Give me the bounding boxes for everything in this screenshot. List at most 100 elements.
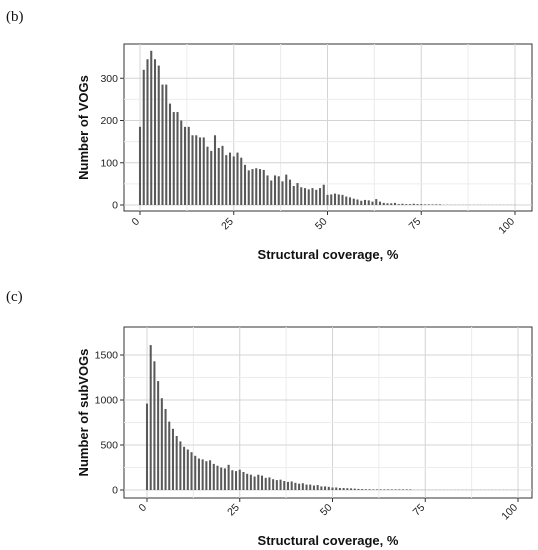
bar bbox=[390, 203, 393, 205]
bar bbox=[165, 84, 168, 205]
bar bbox=[439, 489, 442, 490]
bar bbox=[357, 488, 360, 490]
bar bbox=[424, 489, 427, 490]
y-axis-title: Number of subVOGs bbox=[76, 349, 91, 477]
y-axis-title: Number of VOGs bbox=[76, 75, 91, 180]
bar bbox=[372, 489, 375, 490]
bar bbox=[352, 198, 355, 205]
bar bbox=[220, 467, 223, 490]
bar bbox=[348, 197, 352, 205]
bar bbox=[324, 486, 327, 490]
bar bbox=[175, 436, 178, 490]
bar bbox=[337, 194, 340, 205]
bar bbox=[442, 489, 445, 490]
bar bbox=[364, 489, 367, 490]
bar bbox=[513, 489, 516, 490]
bar bbox=[386, 203, 389, 205]
bar bbox=[183, 446, 186, 490]
bar bbox=[356, 199, 359, 205]
bar bbox=[243, 164, 247, 205]
bar bbox=[472, 204, 475, 205]
bar bbox=[273, 175, 277, 205]
bar bbox=[367, 200, 370, 205]
x-tick-label: 25 bbox=[219, 216, 236, 233]
bar bbox=[157, 65, 160, 205]
bar bbox=[438, 204, 442, 205]
bar bbox=[246, 473, 249, 490]
bar bbox=[342, 488, 345, 490]
bar bbox=[270, 180, 273, 205]
bar bbox=[383, 489, 386, 490]
bar bbox=[210, 150, 213, 205]
bar bbox=[483, 489, 486, 490]
bar bbox=[225, 155, 228, 205]
x-tick-label: 100 bbox=[496, 216, 517, 237]
bar bbox=[346, 488, 349, 490]
y-tick-label: 300 bbox=[100, 73, 118, 85]
bar bbox=[316, 485, 319, 490]
bar bbox=[318, 188, 322, 205]
bar bbox=[279, 479, 282, 490]
bar bbox=[315, 189, 318, 205]
bar bbox=[176, 112, 179, 205]
y-tick-label: 100 bbox=[100, 157, 118, 169]
bar bbox=[390, 489, 393, 490]
bar bbox=[202, 137, 205, 205]
x-tick-label: 0 bbox=[130, 216, 143, 229]
bar bbox=[277, 176, 280, 205]
bar bbox=[268, 477, 271, 490]
bar bbox=[198, 137, 202, 205]
bar bbox=[227, 464, 230, 490]
chart-panel-0: (b) 0 25 50 75 100 0 100 200 300 Structural covera… bbox=[6, 9, 533, 262]
bar bbox=[457, 489, 460, 490]
bar bbox=[405, 489, 408, 490]
bar bbox=[190, 452, 193, 490]
bar bbox=[341, 194, 344, 205]
bar bbox=[382, 202, 385, 205]
bar bbox=[145, 403, 149, 490]
x-tick-label: 75 bbox=[407, 216, 424, 233]
bar bbox=[495, 204, 498, 205]
bar bbox=[307, 189, 310, 205]
bar bbox=[338, 488, 341, 490]
bar bbox=[363, 199, 367, 205]
plot-area bbox=[123, 326, 533, 499]
bar bbox=[465, 489, 468, 490]
bar bbox=[446, 489, 449, 490]
bar bbox=[249, 474, 252, 490]
bar bbox=[168, 421, 171, 490]
bar bbox=[476, 204, 479, 205]
bar bbox=[461, 489, 464, 490]
bar bbox=[361, 489, 364, 490]
bar bbox=[479, 489, 482, 490]
y-tick-label: 1000 bbox=[95, 395, 119, 407]
bar bbox=[275, 480, 278, 490]
bar bbox=[168, 103, 172, 205]
bar bbox=[442, 204, 445, 205]
bar bbox=[283, 481, 286, 490]
bar bbox=[223, 468, 226, 490]
bar bbox=[394, 489, 397, 490]
bar bbox=[413, 489, 416, 490]
bar bbox=[461, 204, 464, 205]
y-tick-label: 200 bbox=[100, 115, 118, 127]
bar bbox=[498, 489, 501, 490]
bar bbox=[416, 204, 419, 205]
bar bbox=[375, 489, 379, 490]
bar bbox=[300, 187, 303, 205]
bar bbox=[264, 477, 267, 490]
bar bbox=[420, 204, 423, 205]
bar bbox=[408, 204, 412, 205]
bar bbox=[322, 184, 325, 205]
bar bbox=[240, 157, 243, 205]
bar bbox=[506, 204, 509, 205]
bar bbox=[232, 156, 235, 205]
bar bbox=[161, 84, 164, 205]
bar bbox=[398, 489, 401, 490]
bar bbox=[150, 50, 153, 205]
bar bbox=[393, 202, 397, 205]
bar bbox=[487, 489, 490, 490]
bar bbox=[172, 112, 175, 205]
bar bbox=[494, 489, 497, 490]
